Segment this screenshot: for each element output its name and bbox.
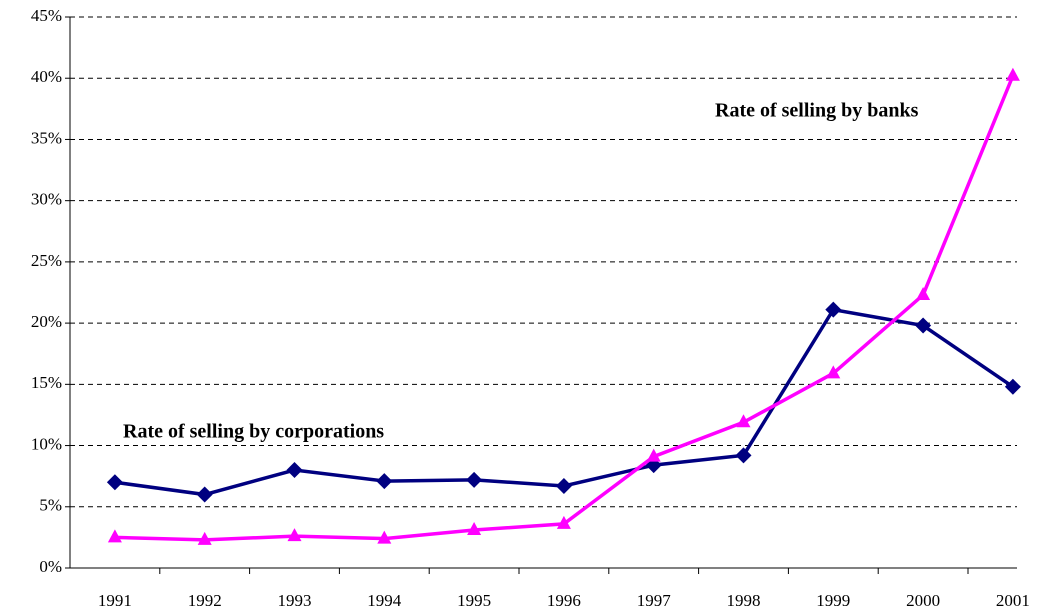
marker: [736, 414, 751, 428]
y-tick-label: 35%: [31, 128, 62, 147]
y-tick-label: 30%: [31, 190, 62, 209]
x-tick-label: 1997: [637, 591, 672, 610]
x-tick-label: 1999: [816, 591, 850, 610]
series-line: [114, 75, 1015, 542]
marker: [466, 471, 483, 488]
marker: [467, 522, 482, 536]
marker: [826, 365, 841, 379]
x-tick-label: 1998: [727, 591, 761, 610]
marker: [915, 317, 932, 334]
y-tick-label: 25%: [31, 251, 62, 270]
marker: [1004, 378, 1021, 395]
marker: [286, 462, 303, 479]
x-tick-label: 1996: [547, 591, 581, 610]
marker: [646, 448, 661, 462]
marker: [106, 474, 123, 491]
marker: [197, 531, 212, 545]
marker: [287, 528, 302, 542]
marker: [825, 301, 842, 318]
marker: [735, 447, 752, 464]
marker: [916, 286, 931, 300]
x-tick-label: 1993: [278, 591, 312, 610]
x-tick-label: 1991: [98, 591, 132, 610]
marker: [555, 477, 572, 494]
x-tick-label: 2000: [906, 591, 940, 610]
y-tick-label: 15%: [31, 373, 62, 392]
annotation: Rate of selling by banks: [715, 100, 919, 122]
y-tick-label: 5%: [39, 496, 62, 515]
y-tick-label: 40%: [31, 67, 62, 86]
marker: [107, 529, 122, 543]
y-tick-label: 0%: [39, 557, 62, 576]
marker: [377, 530, 392, 544]
x-tick-label: 1992: [188, 591, 222, 610]
series-line: [114, 307, 1014, 497]
y-tick-label: 10%: [31, 434, 62, 453]
marker: [556, 515, 571, 529]
marker: [376, 473, 393, 490]
annotation: Rate of selling by corporations: [123, 421, 384, 443]
x-tick-label: 1994: [367, 591, 402, 610]
y-tick-label: 45%: [31, 6, 62, 25]
marker: [1005, 67, 1020, 81]
marker: [196, 486, 213, 503]
y-tick-label: 20%: [31, 312, 62, 331]
x-tick-label: 1995: [457, 591, 491, 610]
x-tick-label: 2001: [996, 591, 1030, 610]
